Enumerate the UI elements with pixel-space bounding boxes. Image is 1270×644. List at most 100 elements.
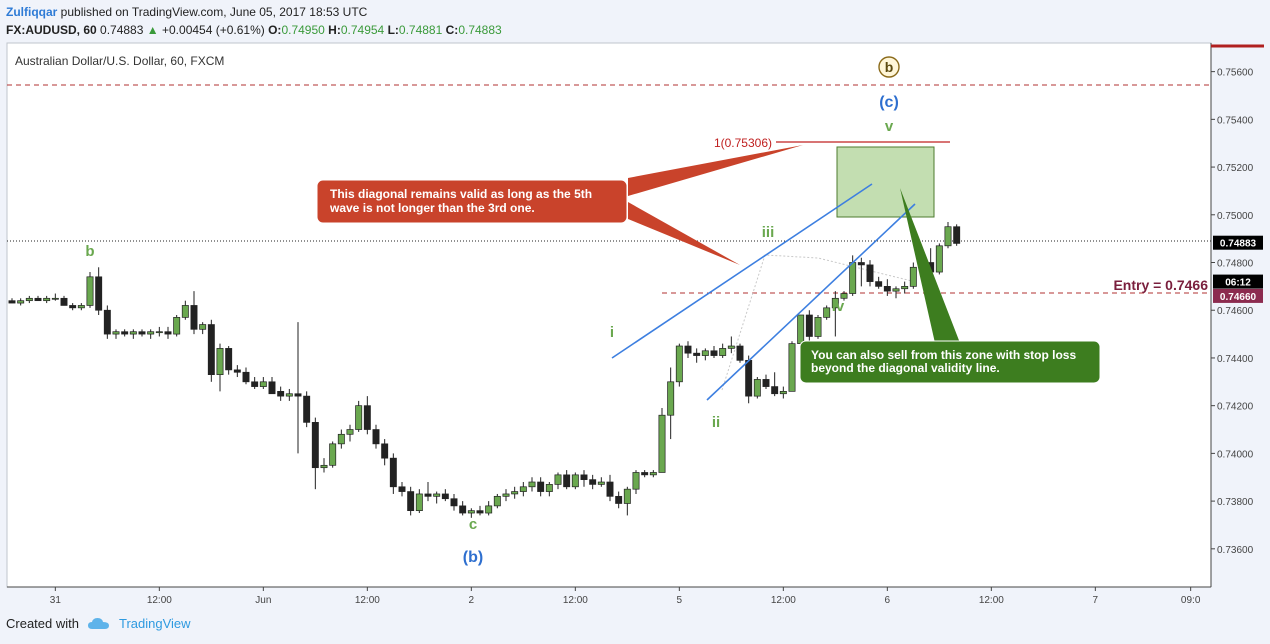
candle[interactable] xyxy=(615,491,623,509)
candle[interactable] xyxy=(762,374,770,389)
candle[interactable] xyxy=(147,329,155,339)
tradingview-link[interactable]: TradingView xyxy=(118,616,191,631)
candle[interactable] xyxy=(632,470,640,494)
candle[interactable] xyxy=(944,221,952,249)
candle[interactable] xyxy=(459,501,467,516)
candle[interactable] xyxy=(173,315,181,337)
candle[interactable] xyxy=(415,489,423,514)
candle[interactable] xyxy=(25,295,33,304)
green-callout-box[interactable] xyxy=(799,340,1101,384)
candle[interactable] xyxy=(831,291,839,337)
candle[interactable] xyxy=(493,493,501,509)
author-link[interactable]: Zulfiqqar xyxy=(6,5,58,19)
candle[interactable] xyxy=(805,310,813,344)
diagonal-lower-line[interactable] xyxy=(706,203,916,401)
candle[interactable] xyxy=(563,470,571,490)
candle[interactable] xyxy=(606,474,614,502)
candle[interactable] xyxy=(476,505,484,516)
candle[interactable] xyxy=(86,272,94,308)
candle[interactable] xyxy=(8,298,16,304)
candle[interactable] xyxy=(779,386,787,399)
candle[interactable] xyxy=(511,486,519,499)
candle[interactable] xyxy=(34,295,42,302)
candle[interactable] xyxy=(433,491,441,504)
candle[interactable] xyxy=(346,424,354,442)
candle[interactable] xyxy=(857,257,865,287)
candle[interactable] xyxy=(398,482,406,497)
candle[interactable] xyxy=(112,329,120,339)
candle[interactable] xyxy=(60,295,68,306)
candle[interactable] xyxy=(303,391,311,428)
candle[interactable] xyxy=(424,482,432,502)
candle[interactable] xyxy=(233,365,241,378)
candle[interactable] xyxy=(701,348,709,361)
candle[interactable] xyxy=(589,474,597,490)
candle[interactable] xyxy=(155,326,163,337)
candle[interactable] xyxy=(883,279,891,296)
candle[interactable] xyxy=(242,367,250,385)
candle[interactable] xyxy=(502,489,510,502)
time-axis[interactable]: 31 12:00 Jun 12:00 2 12:00 5 12:00 6 12:00 7 09:0 xyxy=(50,587,1201,606)
candle[interactable] xyxy=(641,470,649,478)
candle[interactable] xyxy=(597,477,605,487)
candle[interactable] xyxy=(43,295,51,304)
candle[interactable] xyxy=(901,281,909,294)
candle[interactable] xyxy=(892,286,900,299)
candle[interactable] xyxy=(285,388,293,401)
candle[interactable] xyxy=(545,482,553,497)
candle[interactable] xyxy=(823,305,831,320)
candle[interactable] xyxy=(363,396,371,435)
candle[interactable] xyxy=(684,341,692,358)
candle[interactable] xyxy=(866,260,874,287)
candle[interactable] xyxy=(736,343,744,363)
candle[interactable] xyxy=(571,472,579,490)
candle[interactable] xyxy=(259,377,267,389)
candle[interactable] xyxy=(875,276,883,289)
candle[interactable] xyxy=(181,300,189,320)
candle[interactable] xyxy=(953,224,961,246)
candle[interactable] xyxy=(225,346,233,375)
candle[interactable] xyxy=(199,322,207,335)
price-axis[interactable]: 0.75600 0.75400 0.75200 0.75000 0.74800 0.746… xyxy=(1211,68,1254,556)
candle[interactable] xyxy=(129,329,137,339)
candle[interactable] xyxy=(667,367,675,440)
candle[interactable] xyxy=(909,262,917,289)
candle[interactable] xyxy=(519,482,527,497)
candle[interactable] xyxy=(17,298,25,306)
candle[interactable] xyxy=(320,458,328,473)
candle[interactable] xyxy=(77,303,85,311)
candle[interactable] xyxy=(623,486,631,516)
candle[interactable] xyxy=(693,348,701,363)
candle[interactable] xyxy=(372,424,380,449)
candle[interactable] xyxy=(658,408,666,473)
candle[interactable] xyxy=(450,493,458,511)
candle[interactable] xyxy=(753,377,761,399)
candle[interactable] xyxy=(441,489,449,502)
candle[interactable] xyxy=(580,470,588,487)
candle[interactable] xyxy=(381,439,389,466)
candle[interactable] xyxy=(528,477,536,492)
candle[interactable] xyxy=(329,441,337,468)
candle[interactable] xyxy=(268,377,276,395)
candle[interactable] xyxy=(95,267,103,315)
red-callout-box[interactable] xyxy=(316,179,628,224)
candle-series[interactable] xyxy=(8,221,961,518)
target-zone-box[interactable] xyxy=(836,146,935,218)
candle[interactable] xyxy=(719,343,727,358)
candle[interactable] xyxy=(727,336,735,354)
candle[interactable] xyxy=(121,329,129,337)
candle[interactable] xyxy=(69,303,77,311)
candle[interactable] xyxy=(138,329,146,337)
candle[interactable] xyxy=(814,315,822,339)
candle[interactable] xyxy=(51,293,59,301)
candle[interactable] xyxy=(485,501,493,516)
candle[interactable] xyxy=(649,470,657,478)
candle[interactable] xyxy=(675,343,683,387)
candle[interactable] xyxy=(389,453,397,494)
candle[interactable] xyxy=(294,322,302,454)
candle[interactable] xyxy=(164,326,172,339)
candle[interactable] xyxy=(311,417,319,490)
candle[interactable] xyxy=(788,341,796,392)
candle[interactable] xyxy=(710,346,718,358)
